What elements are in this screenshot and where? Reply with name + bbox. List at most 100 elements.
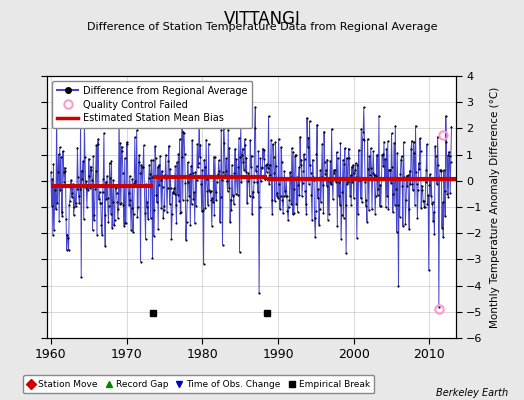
Point <box>147 157 156 164</box>
Point <box>383 146 391 152</box>
Point <box>436 168 445 174</box>
Point <box>280 168 289 175</box>
Point <box>169 190 177 196</box>
Point <box>209 199 217 206</box>
Point <box>258 164 266 171</box>
Point <box>298 192 306 199</box>
Point <box>71 182 79 188</box>
Point <box>312 151 321 157</box>
Point <box>148 174 156 180</box>
Point <box>116 140 125 146</box>
Point <box>327 181 335 188</box>
Legend: Station Move, Record Gap, Time of Obs. Change, Empirical Break: Station Move, Record Gap, Time of Obs. C… <box>23 376 374 394</box>
Point <box>56 186 64 193</box>
Point <box>354 210 362 217</box>
Point <box>257 178 265 184</box>
Point <box>341 145 349 151</box>
Point <box>98 232 106 238</box>
Point <box>346 172 355 178</box>
Point <box>321 159 329 165</box>
Point <box>95 196 103 202</box>
Point <box>106 175 114 181</box>
Point <box>405 226 413 233</box>
Point <box>60 179 68 185</box>
Point <box>446 159 455 165</box>
Point <box>294 164 303 170</box>
Point <box>290 186 299 192</box>
Point <box>161 172 169 179</box>
Point <box>173 159 181 166</box>
Point <box>356 195 365 202</box>
Point <box>247 164 255 170</box>
Point <box>171 163 179 170</box>
Point <box>275 181 283 188</box>
Point <box>331 175 340 181</box>
Point <box>105 203 113 209</box>
Point <box>409 139 418 146</box>
Point <box>275 136 283 142</box>
Point <box>226 196 235 203</box>
Point <box>182 219 191 225</box>
Point <box>423 141 431 148</box>
Point <box>265 181 274 187</box>
Point <box>396 214 404 220</box>
Point <box>100 130 108 136</box>
Point <box>139 164 147 170</box>
Point <box>111 182 119 189</box>
Point <box>149 156 157 163</box>
Point <box>71 202 80 209</box>
Point <box>315 222 323 228</box>
Point <box>93 232 101 238</box>
Point <box>295 192 303 199</box>
Point <box>430 231 439 237</box>
Point <box>194 160 203 166</box>
Point <box>228 162 236 168</box>
Point <box>189 169 197 176</box>
Point <box>299 168 308 174</box>
Point <box>166 201 174 207</box>
Point <box>80 122 89 128</box>
Point <box>359 129 367 135</box>
Point <box>320 128 328 135</box>
Point <box>303 144 312 150</box>
Point <box>310 215 319 222</box>
Point <box>343 154 351 161</box>
Point <box>348 178 357 185</box>
Point <box>250 179 258 185</box>
Point <box>435 175 444 181</box>
Point <box>340 214 348 221</box>
Point <box>443 190 451 197</box>
Point <box>174 151 182 157</box>
Point <box>266 172 275 178</box>
Point <box>445 153 454 159</box>
Point <box>232 156 241 162</box>
Point <box>294 182 302 189</box>
Text: VITTANGI: VITTANGI <box>224 10 300 28</box>
Point <box>400 174 408 180</box>
Point <box>395 175 403 182</box>
Point <box>340 161 348 168</box>
Point <box>403 183 411 189</box>
Point <box>375 113 383 119</box>
Point <box>164 157 172 164</box>
Point <box>402 172 411 179</box>
Point <box>370 172 379 178</box>
Point <box>230 170 238 176</box>
Point <box>311 234 320 240</box>
Point <box>434 161 442 168</box>
Point <box>422 167 430 173</box>
Point <box>416 135 424 142</box>
Point <box>402 197 410 203</box>
Point <box>442 139 451 146</box>
Point <box>87 167 95 173</box>
Point <box>256 204 264 210</box>
Point <box>268 211 277 217</box>
Point <box>373 152 381 158</box>
Point <box>338 188 346 195</box>
Point <box>296 134 304 140</box>
Point <box>102 179 110 185</box>
Point <box>438 225 446 231</box>
Point <box>377 175 386 181</box>
Point <box>239 159 247 165</box>
Point <box>223 178 231 185</box>
